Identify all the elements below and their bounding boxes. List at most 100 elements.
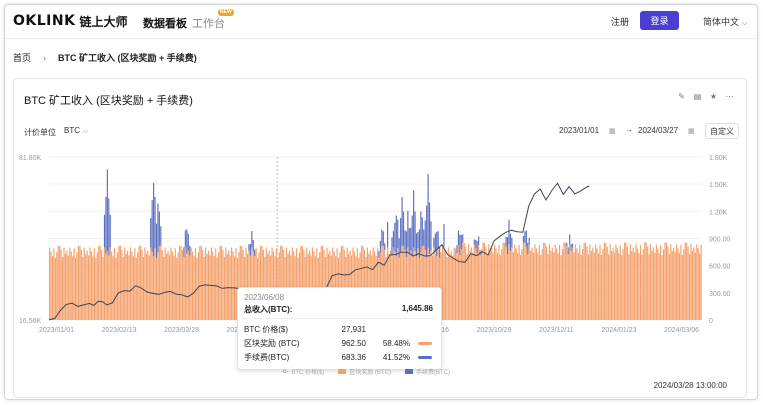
edit-icon[interactable]: ✎ — [678, 92, 685, 101]
reward-bar — [128, 255, 130, 320]
reward-bar — [556, 248, 558, 320]
y-right-tick-label: 1.50K — [709, 182, 728, 189]
legend-price[interactable]: -o- BTC 价格($) — [281, 367, 324, 377]
tooltip-row-label: 区块奖励 (BTC) — [244, 338, 300, 348]
legend-reward[interactable]: 区块奖励 (BTC) — [338, 367, 391, 376]
reward-bar — [166, 253, 168, 320]
reward-bar — [129, 247, 132, 320]
embed-icon[interactable]: ▤ — [693, 92, 702, 101]
reward-bar — [421, 245, 423, 320]
fee-bar — [456, 245, 458, 254]
reward-bar — [115, 257, 117, 320]
reward-bar — [417, 248, 419, 320]
reward-bar — [557, 253, 559, 320]
date-start-input[interactable]: 2023/01/01 ▦ — [559, 123, 616, 138]
tooltip-row-percent: 41.52% — [382, 352, 410, 362]
reward-bar — [649, 244, 652, 320]
unit-select[interactable]: BTC ⌵ — [64, 126, 88, 136]
reward-bar — [72, 256, 74, 320]
reward-bar — [280, 245, 282, 320]
reward-bar — [311, 247, 314, 320]
reward-bar — [531, 247, 533, 320]
reward-bar — [466, 254, 468, 320]
breadcrumb-home[interactable]: 首页 — [13, 53, 32, 63]
reward-bar — [400, 252, 402, 320]
reward-bar — [668, 254, 670, 320]
fee-bar — [405, 231, 407, 258]
reward-bar — [147, 250, 149, 320]
fee-bar — [151, 200, 153, 252]
fee-bar — [407, 210, 409, 248]
reward-bar — [158, 245, 160, 320]
reward-bar — [348, 253, 350, 320]
language-selector[interactable]: 简体中文 ⌵ — [703, 15, 747, 28]
fee-bar — [506, 237, 509, 255]
nav-data-dashboard[interactable]: 数据看板 — [143, 18, 187, 30]
reward-bar — [424, 249, 426, 320]
reward-bar — [590, 250, 592, 320]
reward-bar — [96, 252, 98, 320]
fee-bar — [421, 217, 423, 246]
reward-bar — [374, 251, 376, 320]
reward-bar — [186, 253, 188, 320]
reward-bar — [285, 247, 288, 320]
reward-bar — [205, 247, 207, 320]
reward-bar — [226, 253, 228, 320]
fee-bar — [108, 198, 110, 256]
register-link[interactable]: 注册 — [611, 17, 630, 27]
reward-bar — [384, 249, 386, 320]
reward-bar — [498, 245, 500, 320]
tooltip-divider — [242, 318, 437, 319]
nav-workbench[interactable]: 工作台 — [192, 18, 225, 30]
reward-bar — [603, 242, 605, 320]
reward-bar — [472, 252, 474, 320]
reward-bar — [75, 257, 77, 320]
reward-bar — [639, 245, 642, 320]
fee-bar — [418, 229, 420, 258]
reward-bar — [563, 242, 565, 320]
oklink-logo[interactable]: OKLINK 链上大师 — [13, 13, 127, 29]
x-tick-label: 2024/03/06 — [664, 327, 699, 334]
reward-bar — [176, 257, 178, 320]
custom-range-button[interactable]: 自定义 — [705, 123, 739, 139]
tooltip-row-label: BTC 价格($) — [244, 324, 288, 334]
reward-bar — [540, 255, 542, 320]
reward-bar — [259, 245, 262, 320]
reward-bar — [454, 248, 457, 320]
y-right-tick-label: 300.00 — [709, 291, 731, 298]
more-icon[interactable]: ⋯ — [725, 92, 734, 101]
reward-bar — [548, 244, 551, 320]
login-button[interactable]: 登录 — [640, 11, 679, 30]
reward-bar — [499, 255, 501, 320]
fee-bar — [109, 214, 111, 248]
legend-fee[interactable]: 手续费(BTC) — [405, 367, 450, 376]
reward-bar — [333, 251, 335, 320]
reward-bar — [428, 253, 431, 320]
reward-bar — [157, 252, 159, 320]
reward-bar — [413, 247, 415, 320]
reward-bar — [592, 247, 594, 320]
reward-bar — [580, 255, 582, 320]
reward-bar — [181, 249, 184, 320]
reward-bar — [511, 247, 513, 320]
reward-bar — [661, 255, 663, 320]
date-end-input[interactable]: 2024/03/27 ▦ — [638, 123, 695, 138]
reward-bar — [675, 244, 678, 320]
reward-bar — [694, 252, 696, 320]
y-right-tick-label: 0 — [709, 318, 713, 325]
reward-bar — [80, 249, 82, 320]
fee-bar — [437, 231, 439, 249]
reward-bar — [401, 245, 403, 320]
reward-bar — [57, 245, 59, 320]
reward-bar — [356, 248, 358, 320]
reward-bar — [551, 247, 553, 320]
reward-bar — [89, 247, 91, 320]
reward-bar — [261, 245, 263, 320]
reward-bar — [560, 255, 562, 320]
reward-bar — [525, 246, 527, 320]
reward-bar — [76, 252, 78, 320]
reward-bar — [566, 246, 568, 320]
fee-bar — [249, 244, 251, 256]
star-icon[interactable]: ★ — [709, 92, 718, 101]
reward-bar — [64, 253, 67, 320]
